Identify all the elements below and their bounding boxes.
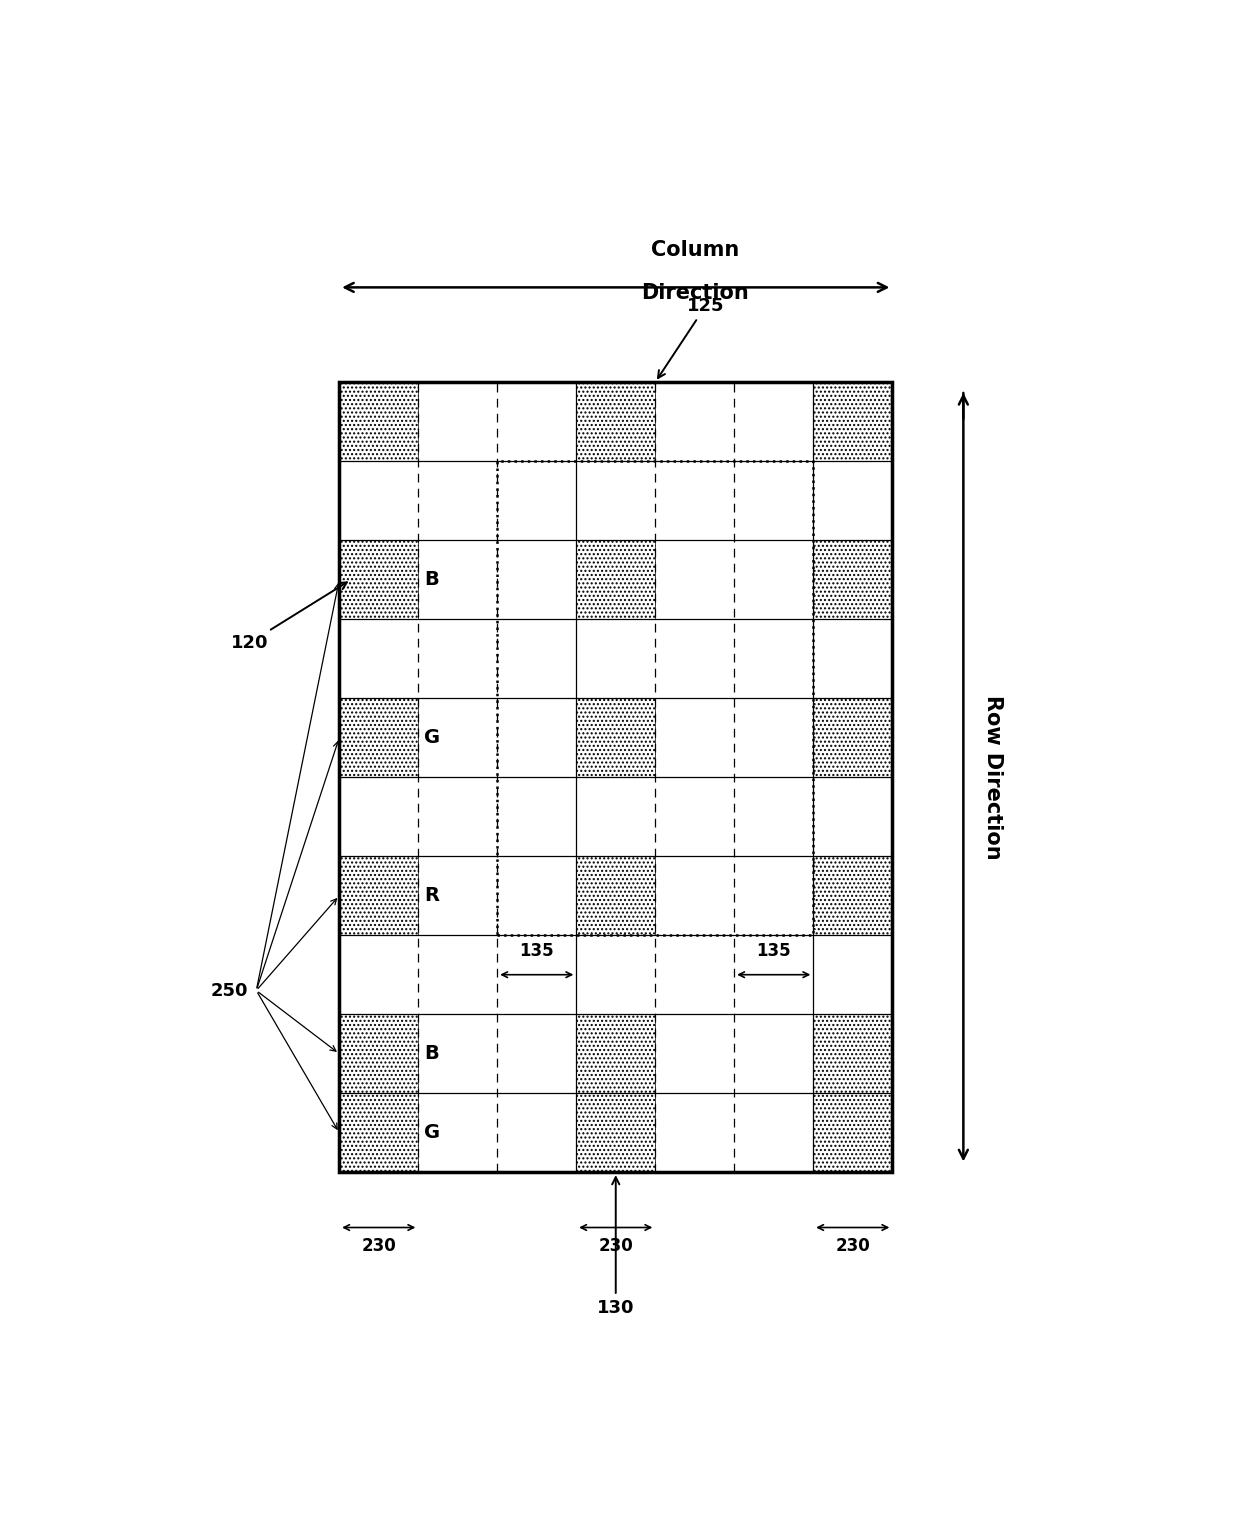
Text: 125: 125 — [658, 297, 724, 379]
Bar — [340, 382, 893, 1173]
Text: 135: 135 — [520, 942, 554, 960]
Bar — [813, 856, 893, 936]
Bar — [340, 856, 418, 936]
Bar — [577, 382, 655, 462]
Bar — [340, 382, 418, 462]
Bar — [813, 540, 893, 619]
Text: 230: 230 — [361, 1237, 396, 1254]
Bar — [340, 540, 418, 619]
Text: 250: 250 — [211, 982, 248, 999]
Bar — [497, 462, 813, 936]
Text: 120: 120 — [231, 582, 347, 653]
Text: R: R — [424, 886, 439, 905]
Bar — [813, 382, 893, 462]
Text: B: B — [424, 569, 439, 589]
Text: Column: Column — [651, 240, 739, 260]
Bar — [340, 1014, 418, 1093]
Bar — [813, 699, 893, 777]
Bar — [340, 1093, 418, 1173]
Bar — [577, 699, 655, 777]
Text: 230: 230 — [599, 1237, 634, 1254]
Bar — [340, 699, 418, 777]
Bar — [577, 856, 655, 936]
Text: 135: 135 — [756, 942, 791, 960]
Text: Direction: Direction — [641, 283, 749, 303]
Text: 130: 130 — [596, 1177, 635, 1316]
Bar — [577, 1093, 655, 1173]
Bar — [577, 1014, 655, 1093]
Text: G: G — [424, 728, 440, 748]
Text: B: B — [424, 1043, 439, 1063]
Text: Row Direction: Row Direction — [983, 696, 1003, 859]
Text: 230: 230 — [836, 1237, 870, 1254]
Bar — [813, 1093, 893, 1173]
Bar — [577, 540, 655, 619]
Text: G: G — [424, 1123, 440, 1142]
Bar — [813, 1014, 893, 1093]
